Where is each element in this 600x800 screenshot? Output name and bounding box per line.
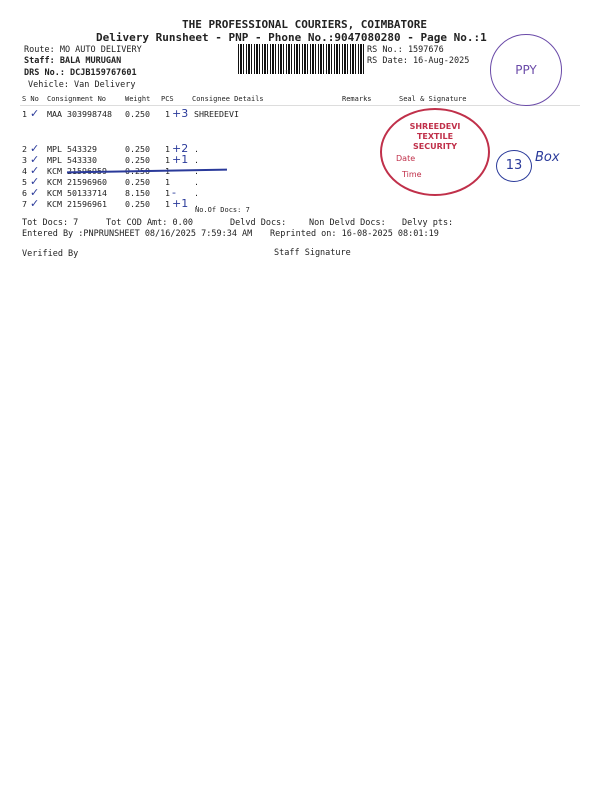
handwritten-count: 13: [496, 150, 532, 182]
company-name: THE PROFESSIONAL COURIERS, COIMBATORE: [182, 18, 428, 31]
cell-details: .: [194, 188, 199, 198]
vehicle: Vehicle: Van Delivery: [28, 80, 136, 90]
delvy-pts: Delvy pts:: [402, 218, 454, 228]
cell-weight: 0.250: [125, 177, 150, 187]
cell-details: .: [194, 144, 199, 154]
staff-signature: Staff Signature: [274, 248, 351, 258]
col-pcs: PCS: [161, 95, 174, 103]
checkmark-icon: ✓: [30, 153, 40, 166]
col-seal: Seal & Signature: [399, 95, 467, 103]
cell-cons: MPL 543330: [47, 155, 97, 165]
handwritten-box: Box: [535, 150, 560, 165]
cell-sno: 4: [22, 166, 27, 176]
cell-pcs: 1: [165, 188, 170, 198]
cell-cons: KCM 21596960: [47, 177, 107, 187]
col-remarks: Remarks: [342, 95, 372, 103]
seal-text: SHREEDEVI TEXTILE SECURITY: [409, 122, 461, 151]
cell-details: .: [194, 177, 199, 187]
checkmark-icon: ✓: [30, 186, 40, 199]
cell-pcs: 1: [165, 199, 170, 209]
cell-sno: 3: [22, 155, 27, 165]
seal-date: Date: [396, 154, 416, 163]
cell-weight: 0.250: [125, 166, 150, 176]
delvd-docs: Delvd Docs:: [230, 218, 287, 228]
reprinted-on: Reprinted on: 16-08-2025 08:01:19: [270, 229, 439, 239]
purple-stamp: PPY: [490, 34, 562, 106]
verified-by: Verified By: [22, 249, 79, 259]
cell-weight: 8.150: [125, 188, 150, 198]
no-of-docs: No.Of Docs: 7: [195, 206, 250, 214]
table-row: 5 KCM 21596960 0.250 1. ✓: [22, 175, 282, 188]
rs-no: RS No.: 1597676: [367, 45, 444, 55]
cell-sno: 1: [22, 109, 27, 119]
table-row: 1 MAA 303998748 0.250 1 SHREEDEVI ✓ +3: [22, 107, 282, 120]
checkmark-icon: ✓: [30, 197, 40, 210]
route: Route: MO AUTO DELIVERY: [24, 45, 142, 55]
cell-cons: MAA 303998748: [47, 109, 112, 119]
cell-pcs: 1: [165, 166, 170, 176]
rs-date: RS Date: 16-Aug-2025: [367, 56, 470, 66]
cell-pcs: 1: [165, 144, 170, 154]
cell-weight: 0.250: [125, 199, 150, 209]
cell-cons: MPL 543329: [47, 144, 97, 154]
cell-pcs: 1: [165, 109, 170, 119]
cell-details: .: [194, 199, 199, 209]
col-consignee: Consignee Details: [192, 95, 264, 103]
handwritten-pcs: +2: [172, 142, 189, 155]
checkmark-icon: ✓: [30, 164, 40, 177]
table-row: 4 KCM 21596959 0.250 1. ✓: [22, 164, 282, 177]
tot-docs: Tot Docs: 7: [22, 218, 79, 228]
cell-cons: KCM 21596959: [47, 166, 107, 176]
cell-cons: KCM 21596961: [47, 199, 107, 209]
handwritten-pcs: +3: [172, 107, 189, 120]
drs-no: DRS No.: DCJB159767601: [24, 68, 137, 78]
cell-weight: 0.250: [125, 109, 150, 119]
checkmark-icon: ✓: [30, 175, 40, 188]
col-sno: S No: [22, 95, 39, 103]
table-row: 2 MPL 543329 0.250 1. ✓ +2: [22, 142, 282, 155]
cell-pcs: 1: [165, 155, 170, 165]
table-row: 3 MPL 543330 0.250 1. ✓ +1: [22, 153, 282, 166]
checkmark-icon: ✓: [30, 107, 40, 120]
table-row: 7 KCM 21596961 0.250 1. ✓ +1: [22, 197, 282, 210]
cell-pcs: 1: [165, 177, 170, 187]
cell-weight: 0.250: [125, 155, 150, 165]
cell-details: .: [194, 166, 199, 176]
handwritten-pcs: +1: [172, 153, 189, 166]
cell-sno: 2: [22, 144, 27, 154]
cell-details: .: [194, 155, 199, 165]
handwritten-pcs: -: [172, 186, 176, 199]
cell-sno: 6: [22, 188, 27, 198]
security-seal-stamp: SHREEDEVI TEXTILE SECURITY Date Time: [380, 108, 490, 196]
tot-cod: Tot COD Amt: 0.00: [106, 218, 193, 228]
col-consignment: Consignment No: [47, 95, 107, 103]
table-row: 6 KCM 50133714 8.150 1. ✓ -: [22, 186, 282, 199]
cell-weight: 0.250: [125, 144, 150, 154]
cell-sno: 7: [22, 199, 27, 209]
divider: [20, 105, 580, 106]
cell-details: SHREEDEVI: [194, 109, 239, 119]
runsheet-title: Delivery Runsheet - PNP - Phone No.:9047…: [96, 31, 487, 44]
handwritten-pcs: +1: [172, 197, 189, 210]
barcode: [238, 44, 364, 74]
staff: Staff: BALA MURUGAN: [24, 56, 122, 66]
entered-by: Entered By :PNPRUNSHEET 08/16/2025 7:59:…: [22, 229, 253, 239]
cell-cons: KCM 50133714: [47, 188, 107, 198]
col-weight: Weight: [125, 95, 151, 103]
cell-sno: 5: [22, 177, 27, 187]
checkmark-icon: ✓: [30, 142, 40, 155]
table-header: S No Consignment No Weight PCS Consignee…: [22, 94, 472, 104]
seal-time: Time: [402, 170, 422, 179]
non-delvd-docs: Non Delvd Docs:: [309, 218, 386, 228]
